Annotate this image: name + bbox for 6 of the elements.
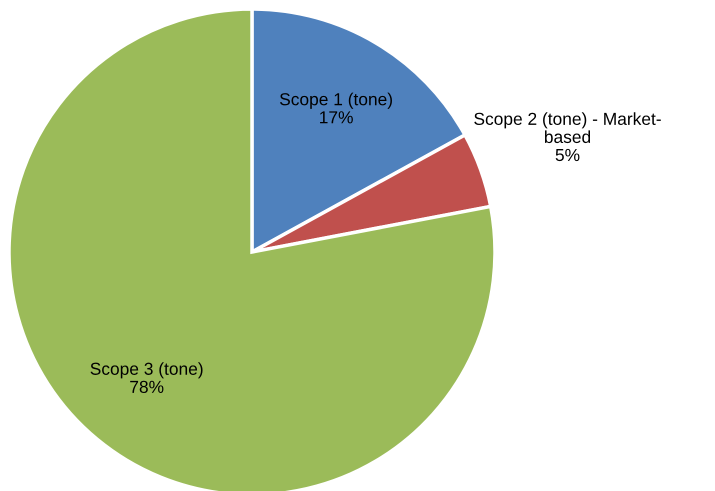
- slice-label: Scope 3 (tone): [90, 362, 203, 378]
- data-label: 17%: [320, 111, 353, 124]
- data-label: 5%: [556, 148, 580, 162]
- slice-label: Scope 2 (tone) - Market- based: [474, 112, 661, 144]
- slice-label: Scope 1 (tone): [280, 92, 392, 109]
- data-label: 78%: [130, 380, 164, 394]
